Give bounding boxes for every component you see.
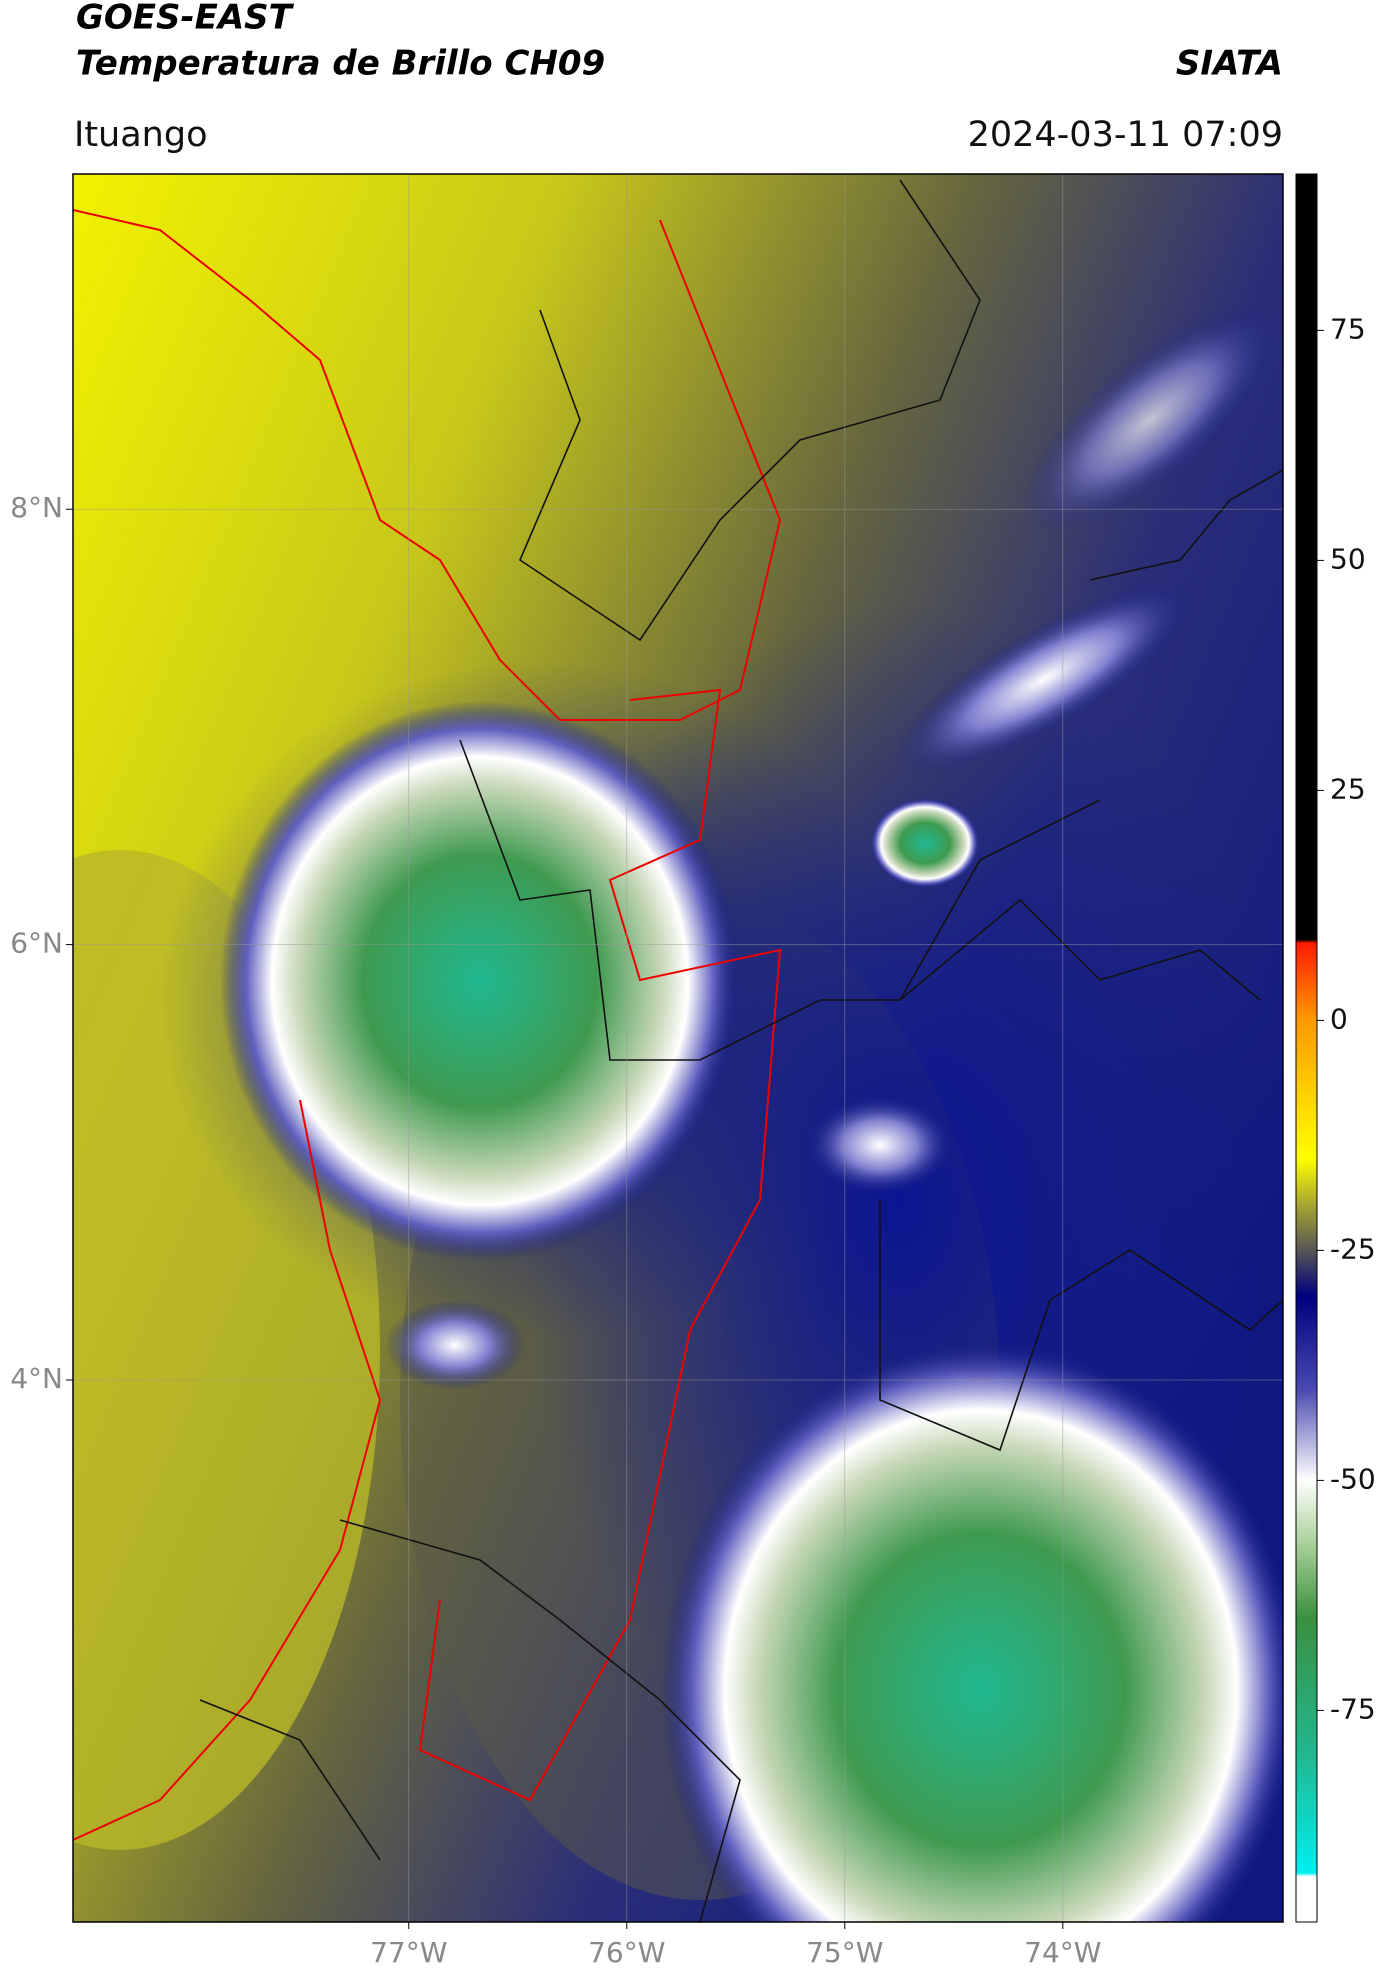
product: Temperatura de Brillo CH09 [76,44,605,84]
y-tick-label: 4°N [10,1362,63,1395]
y-tick-label: 8°N [10,491,63,524]
colorbar-tick-label: 25 [1330,772,1366,805]
x-tick-label: 76°W [588,1936,665,1969]
colorbar-tick-label: -25 [1330,1232,1376,1265]
x-tick-label: 74°W [1024,1936,1101,1969]
agency: SIATA [1176,44,1283,84]
y-tick-label: 6°N [10,927,63,960]
source: GOES-EAST [76,0,295,38]
x-tick-label: 75°W [806,1936,883,1969]
colorbar-tick-label: -50 [1330,1462,1376,1495]
satellite-image [73,174,1283,1922]
colorbar [1295,173,1318,1923]
datetime: 2024-03-11 07:09 [968,115,1283,155]
location: Ituango [74,115,208,155]
x-tick-label: 77°W [370,1936,447,1969]
map-frame [72,173,1284,1923]
colorbar-tick-label: -75 [1330,1692,1376,1725]
graticule [73,174,1283,1922]
colorbar-tick-label: 75 [1330,312,1366,345]
colorbar-tick-label: 50 [1330,542,1366,575]
colorbar-tick-label: 0 [1330,1002,1348,1035]
